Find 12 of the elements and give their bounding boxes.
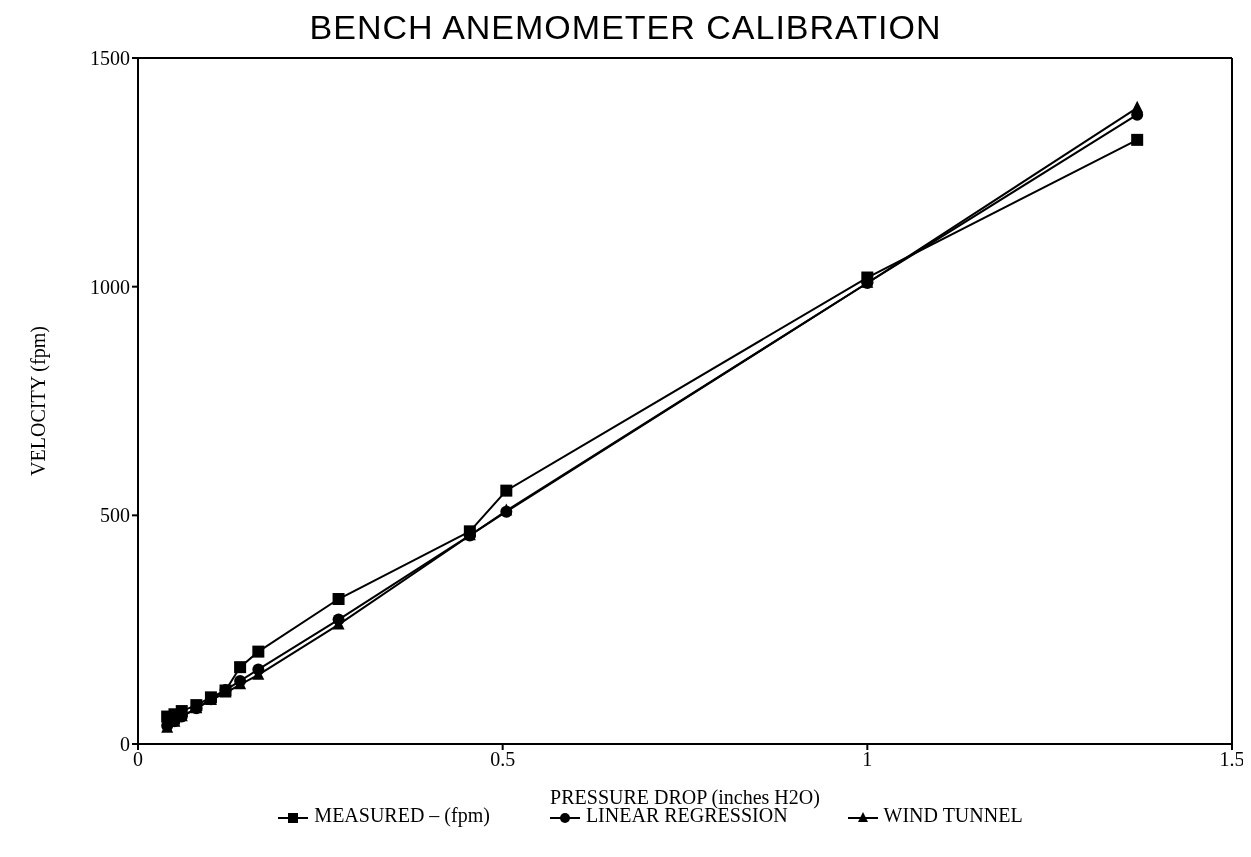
y-axis-title: VELOCITY (fpm) <box>27 326 51 476</box>
x-tick-label: 0.5 <box>490 748 516 771</box>
chart-title: BENCH ANEMOMETER CALIBRATION <box>308 8 943 47</box>
legend-label: MEASURED – (fpm) <box>314 804 490 827</box>
y-tick-label: 500 <box>100 504 130 527</box>
x-tick-label: 1.5 <box>1219 748 1245 771</box>
x-tick-label: 1 <box>862 748 873 771</box>
y-tick-label: 1500 <box>90 47 130 70</box>
legend-label: WIND TUNNEL <box>883 804 1023 827</box>
y-tick-label: 0 <box>120 733 130 756</box>
y-tick-label: 1000 <box>90 275 130 298</box>
x-axis-title: PRESSURE DROP (inches H2O) <box>550 786 820 809</box>
